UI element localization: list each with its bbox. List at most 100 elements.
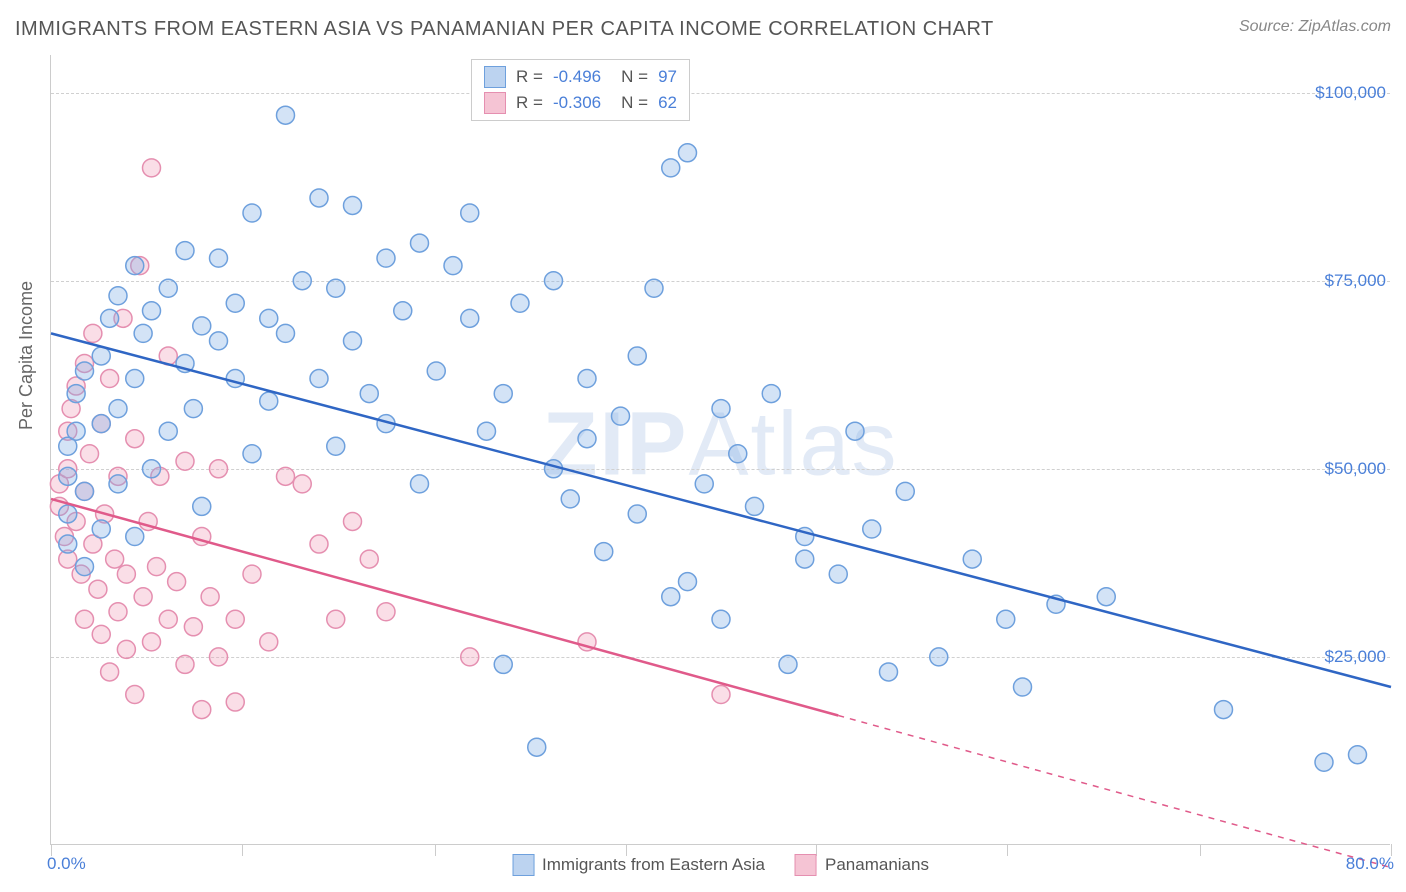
data-point [126, 528, 144, 546]
chart-title: IMMIGRANTS FROM EASTERN ASIA VS PANAMANI… [15, 18, 994, 41]
data-point [377, 603, 395, 621]
data-point [109, 400, 127, 418]
data-point [561, 490, 579, 508]
swatch-icon [484, 66, 506, 88]
legend-item-series-2: Panamanians [795, 854, 929, 876]
data-point [143, 633, 161, 651]
data-point [176, 452, 194, 470]
data-point [679, 573, 697, 591]
data-point [226, 294, 244, 312]
data-point [1215, 701, 1233, 719]
data-point [1014, 678, 1032, 696]
data-point [461, 309, 479, 327]
data-point [126, 370, 144, 388]
data-point [226, 610, 244, 628]
data-point [184, 400, 202, 418]
data-point [193, 701, 211, 719]
data-point [310, 189, 328, 207]
data-point [327, 437, 345, 455]
data-point [210, 648, 228, 666]
data-point [762, 385, 780, 403]
data-point [829, 565, 847, 583]
data-point [880, 663, 898, 681]
data-point [101, 309, 119, 327]
data-point [134, 324, 152, 342]
legend-row-series-1: R = -0.496 N = 97 [484, 64, 677, 90]
data-point [243, 565, 261, 583]
data-point [117, 565, 135, 583]
data-point [461, 204, 479, 222]
data-point [411, 234, 429, 252]
data-point [201, 588, 219, 606]
data-point [344, 512, 362, 530]
data-point [67, 385, 85, 403]
data-point [81, 445, 99, 463]
data-point [1349, 746, 1367, 764]
data-point [963, 550, 981, 568]
swatch-icon [512, 854, 534, 876]
data-point [148, 558, 166, 576]
data-point [67, 422, 85, 440]
data-point [595, 543, 613, 561]
data-point [101, 663, 119, 681]
data-point [260, 633, 278, 651]
data-point [712, 610, 730, 628]
data-point [628, 505, 646, 523]
data-point [243, 445, 261, 463]
data-point [360, 385, 378, 403]
data-point [126, 686, 144, 704]
data-point [76, 362, 94, 380]
data-point [59, 505, 77, 523]
data-point [134, 588, 152, 606]
data-point [411, 475, 429, 493]
regression-line [51, 499, 838, 716]
data-point [628, 347, 646, 365]
x-tick [1200, 844, 1201, 856]
regression-line [51, 333, 1391, 687]
y-tick-label: $25,000 [1325, 647, 1386, 667]
data-point [184, 618, 202, 636]
data-point [226, 693, 244, 711]
data-point [729, 445, 747, 463]
data-point [143, 159, 161, 177]
data-point [746, 497, 764, 515]
data-point [863, 520, 881, 538]
data-point [109, 603, 127, 621]
data-point [494, 655, 512, 673]
data-point [277, 324, 295, 342]
data-point [109, 287, 127, 305]
x-tick [1007, 844, 1008, 856]
data-point [193, 497, 211, 515]
data-point [377, 249, 395, 267]
data-point [478, 422, 496, 440]
data-point [89, 580, 107, 598]
data-point [260, 392, 278, 410]
data-point [511, 294, 529, 312]
y-tick-label: $50,000 [1325, 459, 1386, 479]
data-point [344, 332, 362, 350]
chart-plot-area: ZIPAtlas R = -0.496 N = 97 R = -0.306 N … [50, 55, 1390, 845]
data-point [327, 279, 345, 297]
data-point [779, 655, 797, 673]
data-point [293, 475, 311, 493]
data-point [612, 407, 630, 425]
data-point [59, 467, 77, 485]
x-axis-max-label: 80.0% [1346, 854, 1394, 874]
data-point [193, 317, 211, 335]
data-point [260, 309, 278, 327]
data-point [1315, 753, 1333, 771]
data-point [277, 467, 295, 485]
legend-item-series-1: Immigrants from Eastern Asia [512, 854, 765, 876]
series-legend: Immigrants from Eastern Asia Panamanians [512, 854, 929, 876]
data-point [210, 249, 228, 267]
data-point [310, 370, 328, 388]
data-point [210, 332, 228, 350]
data-point [143, 302, 161, 320]
data-point [159, 422, 177, 440]
data-point [645, 279, 663, 297]
x-axis-min-label: 0.0% [47, 854, 86, 874]
data-point [997, 610, 1015, 628]
data-point [662, 159, 680, 177]
data-point [109, 475, 127, 493]
data-point [176, 242, 194, 260]
